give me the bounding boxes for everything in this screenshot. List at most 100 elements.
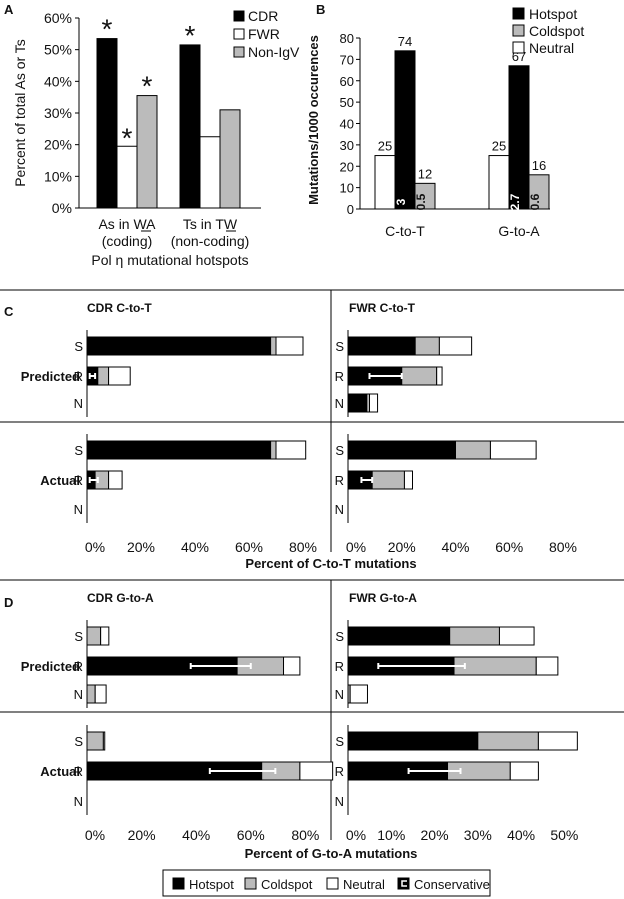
x-tick-label: 40% bbox=[507, 827, 535, 843]
bar-segment-neutral bbox=[436, 366, 443, 386]
legend-swatch bbox=[326, 877, 339, 890]
panel-letter-b: B bbox=[316, 2, 325, 17]
legend-label: Coldspot bbox=[261, 877, 313, 892]
x-category-label: As in WA bbox=[98, 216, 156, 232]
y-tick-label: 80 bbox=[340, 31, 354, 46]
y-tick-label: 30% bbox=[44, 105, 72, 121]
row-label: R bbox=[335, 764, 344, 779]
bar-segment-neutral bbox=[537, 731, 578, 751]
x-tick-label: 30% bbox=[464, 827, 492, 843]
group-label: Actual bbox=[40, 764, 80, 779]
bar-cdr bbox=[179, 44, 201, 209]
row-label: R bbox=[335, 473, 344, 488]
bar-fwr bbox=[199, 136, 221, 209]
bar-segment-neutral bbox=[102, 731, 106, 751]
bottom-legend: Hotspot Coldspot Neutral Conservative bbox=[162, 869, 491, 897]
y-tick-label: 50 bbox=[340, 95, 354, 110]
legend-label: Neutral bbox=[343, 877, 385, 892]
y-tick-label: 60% bbox=[44, 10, 72, 26]
significance-star: * bbox=[102, 14, 113, 45]
row-label: N bbox=[335, 502, 344, 517]
row-label: N bbox=[335, 396, 344, 411]
legend-swatch bbox=[233, 46, 245, 58]
legend-swatch bbox=[233, 28, 245, 40]
bar-segment-neutral bbox=[509, 761, 539, 781]
y-axis-label: Mutations/1000 occurences bbox=[306, 35, 321, 205]
bar-coldspot bbox=[528, 174, 550, 210]
bar-inner-label: 0.5 bbox=[414, 193, 428, 210]
legend-swatch bbox=[512, 24, 525, 37]
bar-segment-neutral bbox=[275, 336, 304, 356]
y-tick-label: 40% bbox=[44, 73, 72, 89]
y-tick-label: 50% bbox=[44, 42, 72, 58]
x-tick-label: 20% bbox=[128, 827, 156, 843]
row-label: N bbox=[74, 502, 83, 517]
x-axis-title: Percent of C-to-T mutations bbox=[245, 556, 416, 571]
y-tick-label: 0% bbox=[52, 200, 72, 216]
y-tick-label: 20% bbox=[44, 137, 72, 153]
x-axis-title: Percent of G-to-A mutations bbox=[245, 846, 418, 861]
y-tick-label: 60 bbox=[340, 74, 354, 89]
legend-label: Conservative bbox=[414, 877, 490, 892]
row-label: N bbox=[74, 794, 83, 809]
subpanel-title: CDR G-to-A bbox=[87, 591, 154, 605]
bar-value-label: 12 bbox=[418, 166, 432, 181]
legend-label: CDR bbox=[248, 8, 278, 24]
bar-segment-coldspot bbox=[97, 366, 110, 386]
x-tick-label: 60% bbox=[235, 539, 263, 555]
bar-segment-neutral bbox=[100, 626, 110, 646]
x-tick-label: 80% bbox=[291, 827, 319, 843]
legend-label: Hotspot bbox=[529, 6, 577, 22]
bar-segment-neutral bbox=[299, 761, 334, 781]
y-tick-label: 10% bbox=[44, 168, 72, 184]
bar-segment-coldspot bbox=[449, 626, 500, 646]
bar-segment-neutral bbox=[349, 684, 368, 704]
bar-inner-label: 0.6 bbox=[528, 193, 542, 210]
group-label: Predicted bbox=[21, 659, 80, 674]
bar-value-label: 25 bbox=[492, 139, 506, 154]
legend-label: Neutral bbox=[529, 40, 574, 56]
row-label: N bbox=[74, 396, 83, 411]
bar-segment-coldspot bbox=[86, 731, 104, 751]
legend-label: Non-IgV bbox=[248, 44, 300, 60]
bar-segment-neutral bbox=[438, 336, 473, 356]
y-tick-label: 0 bbox=[347, 202, 354, 217]
x-tick-label: 40% bbox=[182, 827, 210, 843]
subpanel-title: CDR C-to-T bbox=[87, 301, 152, 315]
x-tick-label: 20% bbox=[127, 539, 155, 555]
x-tick-label: 80% bbox=[549, 539, 577, 555]
row-label: S bbox=[335, 734, 344, 749]
x-axis-title: Pol η mutational hotspots bbox=[91, 252, 248, 268]
panel-letter-a: A bbox=[4, 2, 14, 17]
bar-non-igv bbox=[219, 109, 241, 209]
bar-segment-coldspot bbox=[270, 336, 277, 356]
group-label: Predicted bbox=[21, 369, 80, 384]
bar-segment-hotspot bbox=[347, 731, 479, 751]
row-label: N bbox=[74, 687, 83, 702]
y-tick-label: 10 bbox=[340, 181, 354, 196]
row-label: R bbox=[74, 473, 83, 488]
x-tick-label: 10% bbox=[377, 827, 405, 843]
row-label: S bbox=[74, 339, 83, 354]
bar-segment-hotspot bbox=[347, 393, 368, 413]
bar-segment-hotspot bbox=[86, 336, 272, 356]
bar-hotspot bbox=[508, 65, 530, 210]
bar-segment-neutral bbox=[498, 626, 535, 646]
legend-swatch bbox=[244, 877, 257, 890]
bar-segment-neutral bbox=[283, 656, 301, 676]
bar-value-label: 16 bbox=[532, 158, 546, 173]
panel-letter-c: C bbox=[4, 304, 14, 319]
significance-star: * bbox=[185, 20, 196, 51]
x-category-sublabel: (coding) bbox=[102, 233, 153, 249]
y-axis-label: Percent of total As or Ts bbox=[12, 39, 28, 187]
x-tick-label: 0% bbox=[346, 539, 366, 555]
bar-value-label: 25 bbox=[378, 139, 392, 154]
x-category-label: Ts in TW bbox=[183, 216, 238, 232]
bar-neutral bbox=[488, 155, 510, 210]
x-category-sublabel: (non-coding) bbox=[171, 233, 250, 249]
bar-segment-coldspot bbox=[455, 440, 491, 460]
panel-b-chart: 0 10 20 30 40 50 60 70 80 Mutations/1000 occurenc… bbox=[306, 6, 584, 239]
x-category-label: C-to-T bbox=[385, 223, 425, 239]
